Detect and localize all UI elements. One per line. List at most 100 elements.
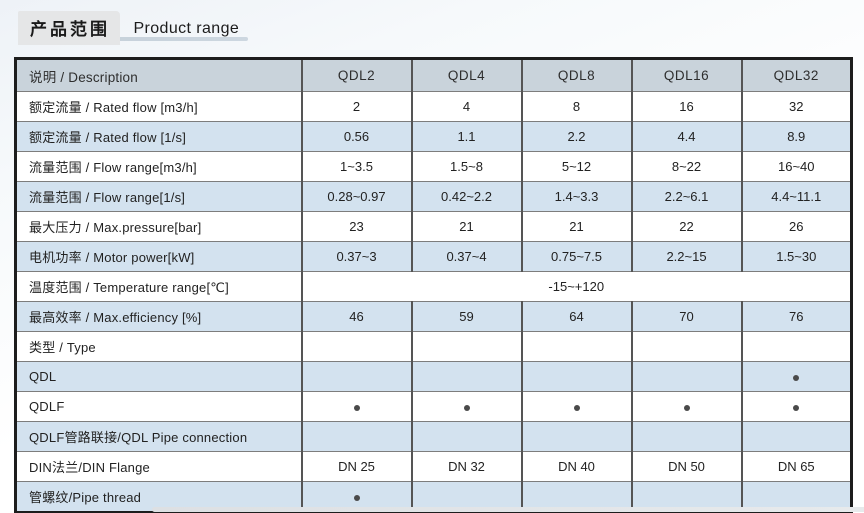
value-cell: 23	[300, 211, 412, 242]
value-cell	[520, 361, 632, 392]
value-cell: 1.5~8	[410, 151, 522, 182]
table-row: QDLF	[14, 391, 852, 422]
value-cell: 21	[520, 211, 632, 242]
value-cell: 64	[520, 301, 632, 332]
availability-cell	[520, 391, 632, 422]
row-label: QDL	[14, 361, 302, 392]
bottom-divider	[152, 507, 864, 512]
value-cell: DN 32	[410, 451, 522, 482]
row-label: 流量范围 / Flow range[m3/h]	[14, 151, 302, 182]
table-row: 类型 / Type	[14, 331, 852, 362]
value-cell: 8~22	[630, 151, 742, 182]
value-cell: DN 25	[300, 451, 412, 482]
value-cell: 0.28~0.97	[300, 181, 412, 212]
section-header: 产品范围 Product range	[18, 11, 248, 45]
value-cell: 1.4~3.3	[520, 181, 632, 212]
value-cell: 22	[630, 211, 742, 242]
value-cell: 2.2~6.1	[630, 181, 742, 212]
table-header-row: 说明 / Description QDL2 QDL4 QDL8 QDL16 QD…	[14, 58, 852, 92]
bullet-dot-icon	[793, 404, 800, 411]
value-cell: 4.4	[630, 121, 742, 152]
value-cell: 0.37~3	[300, 241, 412, 272]
col-header-qdl2: QDL2	[300, 58, 412, 92]
value-cell	[740, 421, 852, 452]
value-cell: 21	[410, 211, 522, 242]
value-cell: 4.4~11.1	[740, 181, 852, 212]
table-row: 流量范围 / Flow range[m3/h] 1~3.5 1.5~8 5~12 8~2…	[14, 151, 852, 182]
value-cell: 1.1	[410, 121, 522, 152]
table-row: 最高效率 / Max.efficiency [%] 46 59 64 70 76	[14, 301, 852, 332]
row-label: DIN法兰/DIN Flange	[14, 451, 302, 482]
value-cell	[410, 421, 522, 452]
value-cell: 32	[740, 91, 852, 122]
value-cell	[630, 331, 742, 362]
value-cell: 16~40	[740, 151, 852, 182]
availability-cell	[740, 391, 852, 422]
value-cell: 0.56	[300, 121, 412, 152]
value-cell: 16	[630, 91, 742, 122]
product-range-table: 说明 / Description QDL2 QDL4 QDL8 QDL16 QD…	[14, 57, 853, 513]
value-cell: DN 50	[630, 451, 742, 482]
row-label: 额定流量 / Rated flow [m3/h]	[14, 91, 302, 122]
value-cell	[740, 331, 852, 362]
title-underline	[20, 37, 248, 41]
value-cell: 2.2~15	[630, 241, 742, 272]
value-cell	[300, 421, 412, 452]
table-row: 管螺纹/Pipe thread	[14, 481, 852, 513]
page-title-cn: 产品范围	[18, 11, 120, 45]
value-cell	[630, 421, 742, 452]
table-row: QDL	[14, 361, 852, 392]
value-cell	[410, 331, 522, 362]
value-cell: 8	[520, 91, 632, 122]
row-label: QDLF	[14, 391, 302, 422]
row-label: QDLF管路联接/QDL Pipe connection	[14, 421, 302, 452]
value-cell: 59	[410, 301, 522, 332]
col-header-qdl16: QDL16	[630, 58, 742, 92]
bullet-dot-icon	[793, 374, 800, 381]
table-row: 流量范围 / Flow range[1/s] 0.28~0.97 0.42~2.2 1…	[14, 181, 852, 212]
row-label: 电机功率 / Motor power[kW]	[14, 241, 302, 272]
merged-value-cell: -15~+120	[300, 271, 852, 302]
value-cell: 2	[300, 91, 412, 122]
value-cell: 4	[410, 91, 522, 122]
bullet-dot-icon	[463, 404, 470, 411]
col-header-qdl8: QDL8	[520, 58, 632, 92]
value-cell: 0.75~7.5	[520, 241, 632, 272]
row-label: 最高效率 / Max.efficiency [%]	[14, 301, 302, 332]
row-label: 流量范围 / Flow range[1/s]	[14, 181, 302, 212]
value-cell	[410, 361, 522, 392]
bullet-dot-icon	[353, 494, 360, 501]
availability-cell	[630, 391, 742, 422]
table-row: 最大压力 / Max.pressure[bar] 23 21 21 22 26	[14, 211, 852, 242]
value-cell: 70	[630, 301, 742, 332]
row-label: 类型 / Type	[14, 331, 302, 362]
table-row: QDLF管路联接/QDL Pipe connection	[14, 421, 852, 452]
table-row: 额定流量 / Rated flow [1/s] 0.56 1.1 2.2 4.4 8.9	[14, 121, 852, 152]
value-cell: 46	[300, 301, 412, 332]
availability-cell	[300, 391, 412, 422]
table-row: 温度范围 / Temperature range[℃] -15~+120	[14, 271, 852, 302]
value-cell: DN 65	[740, 451, 852, 482]
value-cell: DN 40	[520, 451, 632, 482]
value-cell: 2.2	[520, 121, 632, 152]
value-cell	[300, 331, 412, 362]
table-row: 电机功率 / Motor power[kW] 0.37~3 0.37~4 0.75~7…	[14, 241, 852, 272]
col-header-description: 说明 / Description	[14, 58, 302, 92]
bullet-dot-icon	[353, 404, 360, 411]
value-cell: 26	[740, 211, 852, 242]
row-label: 温度范围 / Temperature range[℃]	[14, 271, 302, 302]
page-title-en: Product range	[133, 20, 240, 37]
bullet-dot-icon	[683, 404, 690, 411]
row-label: 额定流量 / Rated flow [1/s]	[14, 121, 302, 152]
col-header-qdl4: QDL4	[410, 58, 522, 92]
value-cell: 5~12	[520, 151, 632, 182]
value-cell	[300, 361, 412, 392]
value-cell: 1.5~30	[740, 241, 852, 272]
value-cell: 0.42~2.2	[410, 181, 522, 212]
bullet-dot-icon	[573, 404, 580, 411]
value-cell	[520, 331, 632, 362]
table-row: 额定流量 / Rated flow [m3/h] 2 4 8 16 32	[14, 91, 852, 122]
value-cell: 76	[740, 301, 852, 332]
availability-cell	[410, 391, 522, 422]
